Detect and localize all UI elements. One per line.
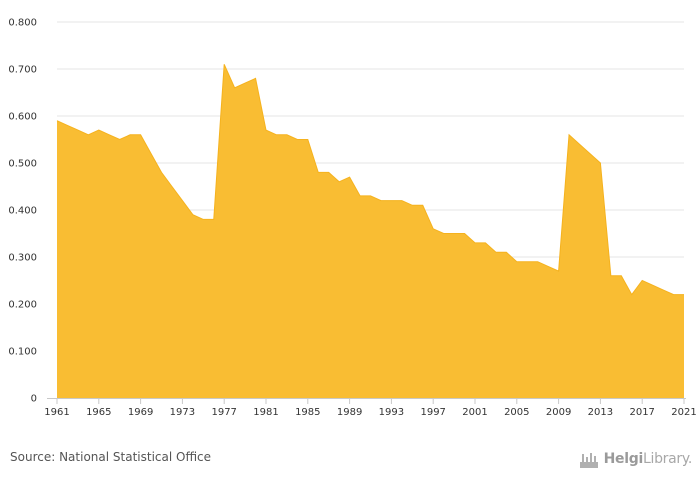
brand-name: HelgiLibrary.: [603, 451, 693, 467]
x-tick-label: 1969: [128, 407, 153, 418]
x-tick-label: 2021: [671, 407, 696, 418]
brand-name-part2: Library: [642, 451, 688, 467]
x-tick-label: 1997: [420, 407, 445, 418]
y-tick-label: 0.100: [8, 347, 37, 358]
y-tick-label: 0: [31, 394, 37, 405]
y-tick-label: 0.500: [8, 159, 37, 170]
x-tick-label: 2017: [629, 407, 654, 418]
area-line: [56, 64, 684, 296]
x-tick-label: 1981: [253, 407, 278, 418]
x-tick-label: 2001: [462, 407, 487, 418]
x-tick-label: 1989: [337, 407, 362, 418]
x-tick-label: 2005: [504, 407, 529, 418]
brand-watermark: HelgiLibrary.: [578, 446, 692, 472]
source-note: Source: National Statistical Office: [10, 450, 212, 464]
y-tick-label: 0.700: [8, 65, 37, 76]
y-tick-label: 0.200: [8, 300, 37, 311]
x-axis-ticks: 1961 1965 1969 1973 1977 1981 1985 1989 1993 1997…: [44, 398, 697, 418]
area-series: [56, 64, 684, 399]
x-tick-label: 1985: [295, 407, 320, 418]
area-fill: [57, 64, 684, 399]
x-tick-label: 1965: [86, 407, 111, 418]
y-tick-label: 0.600: [8, 112, 37, 123]
y-tick-label: 0.400: [8, 206, 37, 217]
x-tick-label: 1961: [44, 407, 69, 418]
x-tick-label: 1977: [211, 407, 236, 418]
x-tick-label: 1973: [170, 407, 195, 418]
x-tick-label: 2009: [546, 407, 571, 418]
area-chart: 0 0.100 0.200 0.300 0.400 0.500 0.600 0.700 0.80…: [8, 18, 697, 419]
x-tick-label: 2013: [588, 407, 613, 418]
brand-name-part1: Helgi: [603, 451, 644, 467]
y-axis-ticks: 0 0.100 0.200 0.300 0.400 0.500 0.600 0.700 0.80…: [8, 18, 37, 405]
y-tick-label: 0.800: [8, 18, 37, 29]
x-tick-label: 1993: [379, 407, 404, 418]
helgi-library-logo-icon: [579, 453, 598, 468]
y-tick-label: 0.300: [8, 253, 37, 264]
